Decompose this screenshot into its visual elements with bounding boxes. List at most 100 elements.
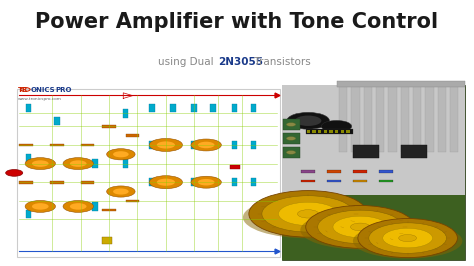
Bar bbox=[335, 130, 338, 134]
Circle shape bbox=[321, 120, 352, 132]
Circle shape bbox=[383, 228, 432, 248]
Bar bbox=[102, 236, 112, 244]
Bar bbox=[81, 181, 94, 184]
Bar bbox=[71, 159, 76, 168]
Circle shape bbox=[25, 201, 55, 212]
Bar bbox=[353, 180, 367, 182]
Bar bbox=[351, 82, 360, 152]
Bar bbox=[50, 144, 64, 146]
Bar bbox=[92, 159, 98, 168]
Circle shape bbox=[262, 196, 355, 232]
Circle shape bbox=[70, 203, 87, 210]
Bar bbox=[388, 82, 397, 152]
Circle shape bbox=[350, 223, 370, 231]
Bar bbox=[282, 85, 465, 195]
Bar bbox=[232, 178, 237, 186]
Bar bbox=[191, 103, 197, 112]
Bar bbox=[318, 130, 321, 134]
Circle shape bbox=[32, 160, 49, 167]
Circle shape bbox=[149, 176, 182, 189]
Bar bbox=[425, 82, 434, 152]
Bar bbox=[230, 165, 240, 169]
Bar bbox=[379, 171, 393, 173]
Circle shape bbox=[157, 179, 175, 186]
Circle shape bbox=[191, 139, 221, 151]
Circle shape bbox=[198, 179, 215, 185]
Bar bbox=[149, 141, 155, 149]
Bar bbox=[170, 141, 176, 149]
Bar bbox=[301, 171, 315, 173]
Bar bbox=[283, 133, 300, 144]
Bar bbox=[438, 82, 446, 152]
Text: 2N3055: 2N3055 bbox=[218, 57, 263, 67]
Circle shape bbox=[358, 219, 457, 257]
Bar bbox=[283, 119, 300, 130]
Circle shape bbox=[399, 235, 417, 242]
Ellipse shape bbox=[353, 223, 463, 259]
Circle shape bbox=[6, 169, 23, 176]
Bar bbox=[401, 145, 427, 158]
Bar bbox=[282, 85, 465, 260]
Bar bbox=[379, 180, 393, 182]
Bar bbox=[123, 109, 128, 118]
Circle shape bbox=[369, 223, 447, 253]
Text: Transistors: Transistors bbox=[251, 57, 310, 67]
Bar bbox=[26, 103, 31, 112]
Bar bbox=[251, 141, 256, 149]
Bar bbox=[301, 180, 315, 182]
Bar bbox=[232, 103, 237, 112]
Bar bbox=[81, 144, 94, 146]
Circle shape bbox=[25, 158, 55, 169]
Circle shape bbox=[306, 205, 415, 248]
Bar bbox=[210, 103, 216, 112]
Ellipse shape bbox=[301, 211, 420, 250]
Circle shape bbox=[107, 149, 135, 160]
Bar bbox=[353, 171, 367, 173]
Text: ONICS: ONICS bbox=[30, 87, 55, 93]
Bar bbox=[191, 178, 197, 186]
Bar bbox=[450, 82, 458, 152]
Circle shape bbox=[287, 112, 329, 129]
Bar bbox=[306, 129, 353, 134]
Text: PRO: PRO bbox=[55, 87, 72, 93]
Bar bbox=[50, 181, 64, 184]
Circle shape bbox=[298, 210, 319, 218]
Circle shape bbox=[286, 137, 296, 140]
Bar bbox=[102, 209, 116, 211]
Bar bbox=[307, 130, 310, 134]
Circle shape bbox=[333, 216, 387, 238]
Circle shape bbox=[286, 151, 296, 154]
Bar bbox=[102, 125, 116, 128]
Bar bbox=[210, 141, 216, 149]
Bar bbox=[170, 178, 176, 186]
Bar bbox=[126, 134, 139, 137]
Circle shape bbox=[149, 138, 182, 152]
Bar bbox=[327, 180, 341, 182]
Text: TR: TR bbox=[18, 87, 28, 93]
Bar bbox=[149, 103, 155, 112]
Bar bbox=[312, 130, 316, 134]
Bar bbox=[123, 159, 128, 168]
Bar bbox=[17, 89, 280, 257]
Text: Power Amplifier with Tone Control: Power Amplifier with Tone Control bbox=[36, 12, 438, 32]
Circle shape bbox=[286, 123, 296, 126]
Bar bbox=[26, 154, 31, 162]
Bar bbox=[210, 178, 216, 186]
Circle shape bbox=[249, 190, 367, 237]
Bar bbox=[170, 103, 176, 112]
Bar bbox=[364, 82, 372, 152]
Bar bbox=[26, 210, 31, 218]
Circle shape bbox=[63, 158, 93, 169]
Bar bbox=[413, 82, 421, 152]
Circle shape bbox=[32, 203, 49, 210]
Circle shape bbox=[191, 176, 221, 188]
Bar bbox=[341, 130, 344, 134]
Circle shape bbox=[279, 202, 337, 226]
Circle shape bbox=[318, 210, 403, 244]
Bar bbox=[346, 130, 350, 134]
Circle shape bbox=[198, 142, 215, 148]
Bar bbox=[191, 141, 197, 149]
Bar bbox=[337, 81, 465, 87]
Text: www.tronicspro.com: www.tronicspro.com bbox=[18, 97, 62, 101]
Bar bbox=[71, 202, 76, 211]
